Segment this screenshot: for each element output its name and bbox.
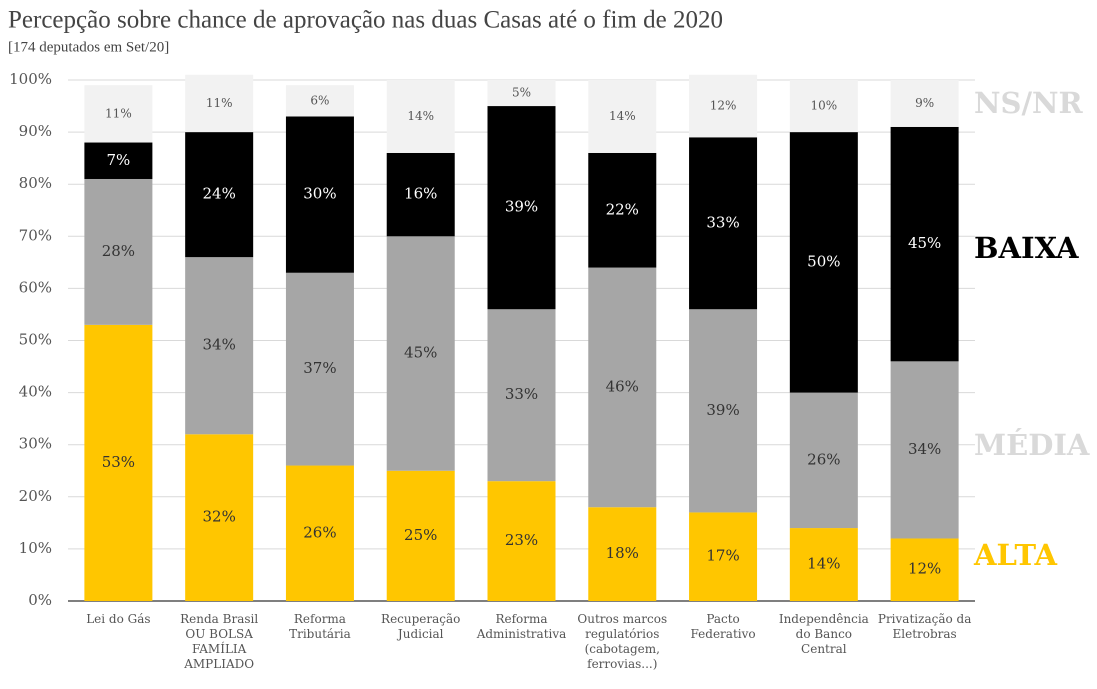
data-label: 45% <box>908 234 941 252</box>
y-tick-label: 10% <box>19 539 52 557</box>
x-tick-label: Reforma Tributária <box>289 612 351 641</box>
y-tick-label: 0% <box>28 591 52 609</box>
bar-segment <box>487 481 556 601</box>
bar-segment <box>487 309 556 482</box>
data-label: 28% <box>102 242 135 260</box>
bar-segment <box>386 80 455 153</box>
data-label: 33% <box>706 213 739 231</box>
bar-segment <box>487 106 556 310</box>
bar-segment <box>789 392 858 529</box>
bar-segment <box>890 80 959 127</box>
bar-segment <box>588 152 657 268</box>
data-label: 11% <box>206 96 233 110</box>
y-tick-label: 80% <box>19 174 52 192</box>
data-label: 17% <box>706 547 739 565</box>
data-label: 26% <box>303 523 336 541</box>
bar-segment <box>789 132 858 393</box>
bar-segment <box>185 434 254 601</box>
data-label: 5% <box>512 86 531 100</box>
x-tick-label: Reforma Administrativa <box>476 612 567 641</box>
data-label: 23% <box>505 531 538 549</box>
data-label: 39% <box>505 198 538 216</box>
bar-segment <box>689 137 758 310</box>
data-label: 14% <box>407 109 434 123</box>
bar-segment <box>890 126 959 362</box>
x-tick-label: Pacto Federativo <box>691 612 756 641</box>
x-tick-label: Independência do Banco Central <box>779 612 869 656</box>
data-label: 45% <box>404 344 437 362</box>
data-label: 14% <box>807 555 840 573</box>
data-label: 18% <box>606 544 639 562</box>
data-label: 37% <box>303 359 336 377</box>
y-tick-label: 30% <box>19 435 52 453</box>
data-label: 30% <box>303 185 336 203</box>
x-tick-label: Recuperação Judicial <box>381 612 460 641</box>
data-label: 26% <box>807 450 840 468</box>
bar-segment <box>285 272 354 466</box>
bar-segment <box>890 538 959 601</box>
data-label: 6% <box>310 93 329 107</box>
data-label: 53% <box>102 453 135 471</box>
data-label: 11% <box>105 106 132 120</box>
bar-segment <box>84 324 153 601</box>
data-label: 14% <box>609 109 636 123</box>
y-tick-label: 20% <box>19 487 52 505</box>
bar-segment <box>84 178 153 325</box>
bar-segment <box>890 361 959 539</box>
data-label: 34% <box>202 336 235 354</box>
bar-segment <box>285 465 354 601</box>
bar-segment <box>285 85 354 117</box>
bar-segment <box>84 142 153 179</box>
data-label: 32% <box>202 508 235 526</box>
bar-segment <box>789 80 858 133</box>
y-tick-label: 90% <box>19 122 52 140</box>
legend-label: NS/NR <box>974 86 1084 120</box>
data-label: 39% <box>706 401 739 419</box>
data-label: 25% <box>404 526 437 544</box>
y-tick-label: 40% <box>19 383 52 401</box>
legend-label: ALTA <box>973 538 1058 572</box>
bar-segment <box>588 507 657 601</box>
data-label: 34% <box>908 440 941 458</box>
bar-segment <box>386 236 455 471</box>
chart-title: Percepção sobre chance de aprovação nas … <box>8 7 723 34</box>
legend-label: BAIXA <box>974 231 1079 265</box>
data-label: 7% <box>106 151 130 169</box>
data-label: 9% <box>915 96 934 110</box>
data-label: 24% <box>202 185 235 203</box>
bar-segment <box>386 152 455 237</box>
data-label: 12% <box>908 560 941 578</box>
bar-segment <box>285 116 354 273</box>
x-tick-label: Outros marcos regulatórios (cabotagem, ferr… <box>577 612 667 671</box>
y-tick-label: 100% <box>9 70 52 88</box>
bar-segment <box>689 74 758 138</box>
bar-segment <box>185 257 254 435</box>
bar-segment <box>588 80 657 153</box>
y-tick-label: 50% <box>19 331 52 349</box>
chart-subtitle: [174 deputados em Set/20] <box>8 39 169 55</box>
x-tick-label: Renda Brasil OU BOLSA FAMÍLIA AMPLIADO <box>180 612 258 671</box>
data-label: 10% <box>810 99 837 113</box>
y-tick-label: 70% <box>19 226 52 244</box>
bar-segment <box>689 512 758 601</box>
bar-segment <box>588 267 657 508</box>
data-label: 16% <box>404 185 437 203</box>
legend-label: MÉDIA <box>974 427 1090 462</box>
bar-segment <box>487 80 556 107</box>
x-tick-label: Privatização da Eletrobras <box>878 612 971 641</box>
bar-segment <box>185 74 254 133</box>
bar-segment <box>84 85 153 143</box>
bar-segment <box>689 309 758 513</box>
x-tick-label: Lei do Gás <box>86 612 150 626</box>
data-label: 46% <box>606 377 639 395</box>
bar-segment <box>185 132 254 258</box>
data-label: 12% <box>710 99 737 113</box>
data-label: 22% <box>606 200 639 218</box>
data-label: 50% <box>807 252 840 270</box>
data-label: 33% <box>505 385 538 403</box>
bar-segment <box>789 528 858 601</box>
y-tick-label: 60% <box>19 278 52 296</box>
bar-segment <box>386 470 455 601</box>
